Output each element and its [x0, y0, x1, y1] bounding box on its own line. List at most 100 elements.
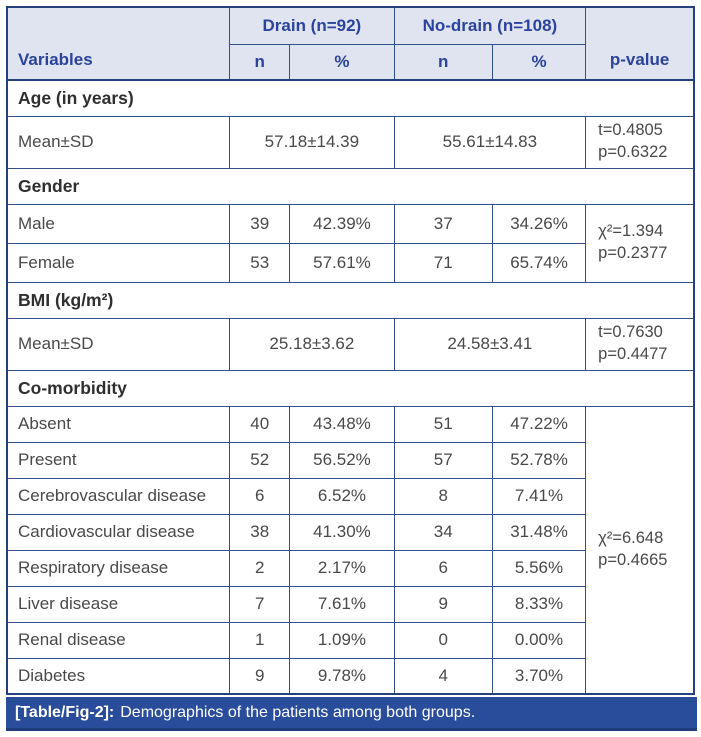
column-header-nodrain-n: n	[393, 43, 493, 81]
section-row-bmi: BMI (kg/m²)	[6, 281, 695, 319]
section-row-age: Age (in years)	[6, 79, 695, 117]
row-label: Cerebrovascular disease	[6, 477, 231, 515]
cell-value: 5.56%	[491, 549, 587, 587]
table-caption: [Table/Fig-2]: Demographics of the patie…	[6, 697, 697, 731]
column-header-nodrain-group: No-drain (n=108)	[393, 6, 587, 45]
header-row-groups: Variables Drain (n=92) No-drain (n=108) …	[6, 6, 695, 81]
p-value-line: p=0.4477	[598, 345, 668, 363]
cell-value: 4	[393, 657, 493, 695]
section-row-gender: Gender	[6, 167, 695, 205]
cell-value: 42.39%	[289, 203, 395, 244]
cell-drain-mean-sd: 57.18±14.39	[229, 115, 395, 169]
p-value-line: t=0.4805	[598, 121, 663, 140]
demographics-table: Variables Drain (n=92) No-drain (n=108) …	[6, 6, 695, 695]
table-row-male: Male 39 42.39% 37 34.26% χ²=1.394 p=0.23…	[6, 203, 695, 283]
cell-value: 52.78%	[491, 441, 587, 479]
cell-value: 9	[229, 657, 291, 695]
cell-value: 53	[229, 242, 291, 283]
cell-value: 0.00%	[491, 621, 587, 659]
row-label: Cardiovascular disease	[6, 513, 231, 551]
row-label: Mean±SD	[6, 317, 231, 371]
cell-nodrain-mean-sd: 55.61±14.83	[393, 115, 587, 169]
cell-value: 39	[229, 203, 291, 244]
table-row-diabetes: Diabetes 9 9.78% 4 3.70%	[6, 657, 694, 695]
p-value-cell-comorbidity: χ²=6.648 p=0.4665	[585, 405, 695, 695]
cell-value: 9	[393, 585, 493, 623]
cell-nodrain-mean-sd: 24.58±3.41	[393, 317, 587, 371]
p-value-cell-gender: χ²=1.394 p=0.2377	[585, 203, 695, 283]
row-label: Diabetes	[6, 657, 231, 695]
caption-text: Demographics of the patients among both …	[120, 703, 476, 721]
row-label: Renal disease	[6, 621, 231, 659]
cell-value: 7.61%	[289, 585, 395, 623]
table-row-absent: Absent 40 43.48% 51 47.22% χ²=6.648 p=0.…	[6, 405, 695, 695]
cell-value: 8.33%	[491, 585, 587, 623]
table-body: Age (in years) Mean±SD 57.18±14.39 55.61…	[6, 79, 695, 695]
row-label: Liver disease	[6, 585, 231, 623]
section-title: Age (in years)	[6, 79, 695, 117]
cell-value: 34.26%	[491, 203, 587, 244]
cell-value: 71	[393, 242, 493, 283]
column-header-drain-n: n	[229, 43, 291, 81]
cell-value: 7.41%	[491, 477, 587, 515]
row-label: Present	[6, 441, 231, 479]
cell-value: 2	[229, 549, 291, 587]
table-row-age-mean: Mean±SD 57.18±14.39 55.61±14.83 t=0.4805…	[6, 115, 695, 169]
cell-value: 1	[229, 621, 291, 659]
table-row-bmi-mean: Mean±SD 25.18±3.62 24.58±3.41 t=0.7630 p…	[6, 317, 695, 371]
cell-value: 1.09%	[289, 621, 395, 659]
p-value-line: χ²=6.648	[598, 528, 664, 547]
row-label: Absent	[6, 405, 231, 443]
row-label: Respiratory disease	[6, 549, 231, 587]
cell-value: 2.17%	[289, 549, 395, 587]
cell-value: 34	[393, 513, 493, 551]
column-header-nodrain-pct: %	[491, 43, 587, 81]
cell-drain-mean-sd: 25.18±3.62	[229, 317, 395, 371]
cell-value: 31.48%	[491, 513, 587, 551]
row-label: Mean±SD	[6, 115, 231, 169]
cell-value: 6	[229, 477, 291, 515]
section-title: Gender	[6, 167, 695, 205]
table-row-cardiovascular: Cardiovascular disease 38 41.30% 34 31.4…	[6, 513, 694, 551]
cell-value: 0	[393, 621, 493, 659]
row-label: Female	[6, 242, 231, 283]
row-label: Male	[6, 203, 231, 244]
table-row-cerebrovascular: Cerebrovascular disease 6 6.52% 8 7.41%	[6, 477, 694, 515]
p-value-line: p=0.4665	[598, 550, 668, 569]
p-value-line: χ²=1.394	[598, 222, 664, 241]
table-row-female: Female 53 57.61% 71 65.74%	[6, 242, 694, 283]
section-title: BMI (kg/m²)	[6, 281, 695, 319]
table-row-liver: Liver disease 7 7.61% 9 8.33%	[6, 585, 694, 623]
cell-value: 57	[393, 441, 493, 479]
cell-value: 41.30%	[289, 513, 395, 551]
cell-value: 40	[229, 405, 291, 443]
table-row-respiratory: Respiratory disease 2 2.17% 6 5.56%	[6, 549, 694, 587]
caption-tag: [Table/Fig-2]:	[15, 703, 115, 721]
p-value-cell-bmi: t=0.7630 p=0.4477	[585, 317, 695, 371]
cell-value: 37	[393, 203, 493, 244]
section-row-comorbidity: Co-morbidity	[6, 369, 695, 407]
cell-value: 65.74%	[491, 242, 587, 283]
cell-value: 51	[393, 405, 493, 443]
table-header: Variables Drain (n=92) No-drain (n=108) …	[6, 6, 695, 81]
column-header-drain-pct: %	[289, 43, 395, 81]
cell-value: 6	[393, 549, 493, 587]
p-value-cell-age: t=0.4805 p=0.6322	[585, 115, 695, 169]
p-value-line: t=0.7630	[598, 323, 663, 342]
p-value-line: p=0.2377	[598, 244, 668, 262]
cell-value: 38	[229, 513, 291, 551]
cell-value: 3.70%	[491, 657, 587, 695]
table-row-present: Present 52 56.52% 57 52.78%	[6, 441, 694, 479]
cell-value: 52	[229, 441, 291, 479]
cell-value: 8	[393, 477, 493, 515]
column-header-variables: Variables	[6, 6, 231, 81]
cell-value: 56.52%	[289, 441, 395, 479]
cell-value: 43.48%	[289, 405, 395, 443]
cell-value: 9.78%	[289, 657, 395, 695]
p-value-line: p=0.6322	[598, 143, 668, 161]
cell-value: 57.61%	[289, 242, 395, 283]
cell-value: 7	[229, 585, 291, 623]
column-header-pvalue: p-value	[585, 6, 695, 81]
cell-value: 6.52%	[289, 477, 395, 515]
